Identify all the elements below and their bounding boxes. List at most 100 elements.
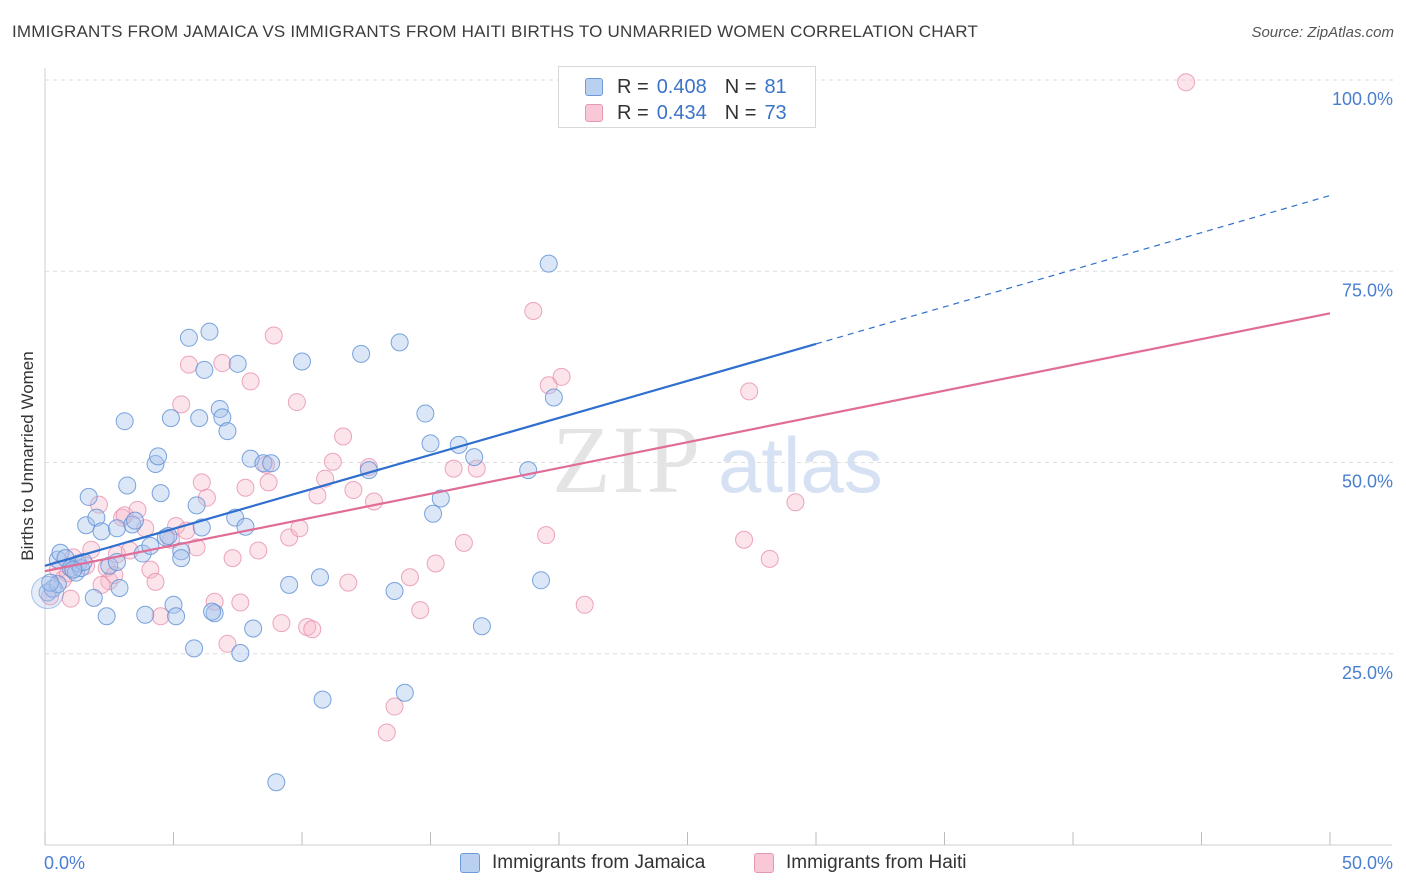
jamaica-point — [228, 354, 247, 373]
r-value: 0.408 — [656, 75, 707, 98]
jamaica-point — [125, 511, 144, 530]
jamaica-point — [179, 328, 198, 347]
haiti-point — [524, 302, 543, 321]
haiti-point — [411, 601, 430, 620]
haiti-point — [128, 500, 147, 519]
jamaica-point — [421, 434, 440, 453]
jamaica-point — [118, 476, 137, 495]
haiti-point — [760, 549, 779, 568]
jamaica-point — [192, 518, 211, 537]
jamaica-points — [31, 254, 563, 792]
haiti-point — [272, 614, 291, 633]
haiti-point — [740, 382, 759, 401]
jamaica-point — [87, 508, 106, 527]
haiti-point — [280, 528, 299, 547]
jamaica-point — [172, 549, 191, 568]
haiti-point — [323, 452, 342, 471]
haiti-swatch — [754, 853, 774, 873]
haiti-point — [259, 473, 278, 492]
haiti-point — [172, 395, 191, 414]
series-legend: Immigrants from Jamaica Immigrants from … — [0, 852, 1406, 878]
jamaica-point — [92, 522, 111, 541]
x-tick-label-max: 50.0% — [1342, 853, 1393, 873]
tick-labels: 25.0% 50.0% 75.0% 100.0% 0.0% 50.0% — [44, 89, 1393, 873]
haiti-point — [249, 541, 268, 560]
chart-title: IMMIGRANTS FROM JAMAICA VS IMMIGRANTS FR… — [12, 22, 979, 41]
correlation-legend: R = 0.408 N = 81 R = 0.434 N = 73 — [558, 66, 816, 128]
jamaica-point — [231, 643, 250, 662]
legend-label-jamaica: Immigrants from Jamaica — [492, 852, 706, 873]
n-value: 81 — [764, 75, 787, 98]
haiti-point — [223, 549, 242, 568]
haiti-point — [187, 538, 206, 557]
jamaica-point — [79, 487, 98, 506]
haiti-point — [552, 367, 571, 386]
haiti-point — [786, 493, 805, 512]
watermark-zip: ZIP — [552, 406, 702, 513]
jamaica-point — [218, 422, 237, 441]
legend-item-jamaica: Immigrants from Jamaica — [460, 852, 705, 874]
haiti-point — [735, 530, 754, 549]
jamaica-point — [262, 454, 281, 473]
jamaica-point — [431, 489, 450, 508]
haiti-point — [197, 488, 216, 507]
jamaica-point — [195, 360, 214, 379]
haiti-point — [192, 473, 211, 492]
jamaica-trend-line — [44, 342, 817, 567]
jamaica-point — [48, 575, 67, 594]
jamaica-point — [107, 519, 126, 538]
jamaica-point — [213, 408, 232, 427]
y-tick-label: 25.0% — [1342, 663, 1393, 683]
jamaica-point — [532, 571, 551, 590]
haiti-point — [334, 427, 353, 446]
haiti-point — [303, 620, 322, 639]
jamaica-point — [115, 412, 134, 431]
haiti-point — [385, 697, 404, 716]
haiti-point — [344, 481, 363, 500]
jamaica-point — [200, 322, 219, 341]
haiti-point — [400, 568, 419, 587]
source-label: Source: ZipAtlas.com — [1251, 24, 1394, 41]
jamaica-trend-extension — [815, 194, 1331, 345]
jamaica-point — [395, 683, 414, 702]
jamaica-point-large — [31, 576, 65, 610]
jamaica-point — [352, 344, 371, 363]
haiti-point — [61, 589, 80, 608]
jamaica-point — [203, 602, 222, 621]
haiti-trend-line — [44, 312, 1331, 573]
haiti-point — [1177, 73, 1196, 92]
watermark: ZIP atlas — [552, 406, 883, 513]
jamaica-point — [539, 254, 558, 273]
haiti-point — [213, 354, 232, 373]
haiti-point — [146, 572, 165, 591]
y-axis-label: Births to Unmarried Women — [18, 351, 37, 560]
jamaica-point — [185, 639, 204, 658]
trend-lines — [44, 194, 1331, 573]
jamaica-point — [97, 607, 116, 626]
haiti-point — [444, 459, 463, 478]
jamaica-point — [151, 484, 170, 503]
haiti-point — [339, 573, 358, 592]
y-tick-label: 50.0% — [1342, 472, 1393, 492]
jamaica-point — [465, 448, 484, 467]
r-value: 0.434 — [656, 101, 707, 124]
jamaica-point — [110, 578, 129, 597]
haiti-point — [454, 533, 473, 552]
haiti-point — [241, 372, 260, 391]
jamaica-swatch — [585, 78, 603, 96]
haiti-swatch — [585, 104, 603, 122]
jamaica-point — [167, 607, 186, 626]
n-label: N = — [724, 75, 757, 98]
jamaica-point — [84, 588, 103, 607]
jamaica-point — [77, 516, 96, 535]
legend-row-haiti: R = 0.434 N = 73 — [585, 100, 787, 126]
n-label: N = — [724, 101, 757, 124]
r-label: R = — [617, 101, 649, 124]
haiti-points — [41, 73, 1196, 742]
jamaica-point — [472, 617, 491, 636]
jamaica-point — [293, 352, 311, 371]
haiti-point — [364, 492, 383, 511]
jamaica-point — [313, 690, 332, 709]
haiti-point — [231, 593, 250, 612]
